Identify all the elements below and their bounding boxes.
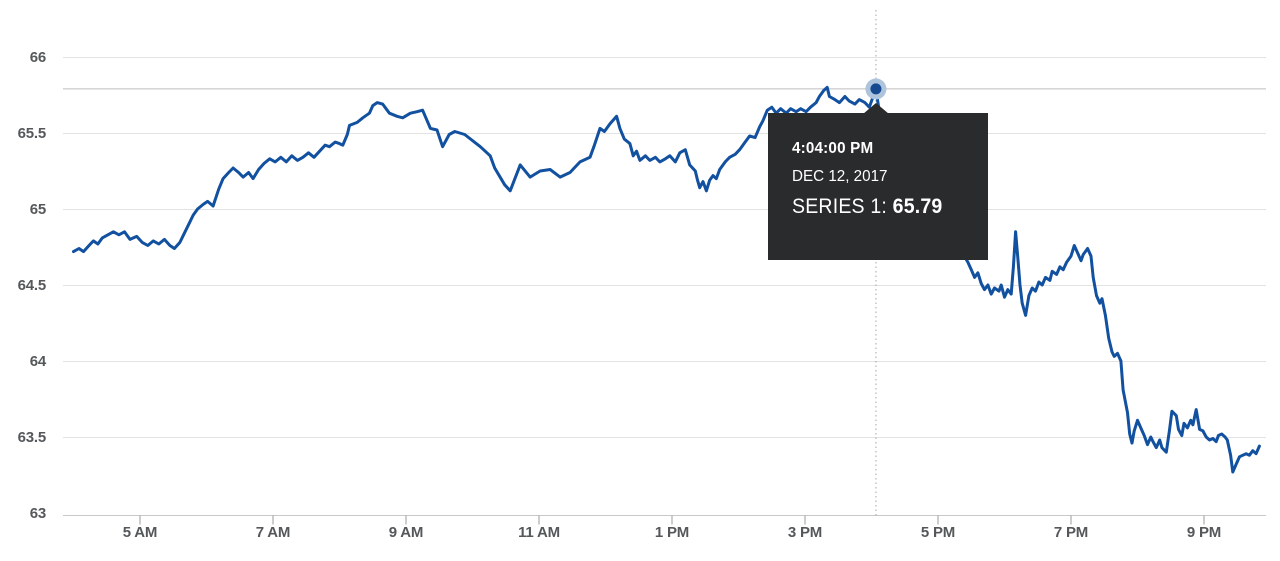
y-tick-label: 65 [30,201,46,218]
y-tick-label: 64 [30,353,47,370]
x-tick-label: 5 PM [921,524,955,541]
plot-hover-area[interactable] [63,10,1266,516]
y-tick-label: 64.5 [18,277,46,294]
y-tick-label: 63 [30,505,46,522]
tooltip-series-label: SERIES 1: [792,195,888,218]
tooltip-caret [863,103,889,114]
x-tick-label: 7 PM [1054,524,1088,541]
highlight-point[interactable] [870,83,882,95]
x-tick-label: 5 AM [123,524,157,541]
x-tick-label: 3 PM [788,524,822,541]
x-tick-label: 1 PM [655,524,689,541]
x-tick-label: 9 PM [1187,524,1221,541]
y-tick-label: 63.5 [18,429,46,446]
x-tick-label: 7 AM [256,524,290,541]
tooltip-series-value: 65.79 [892,195,943,218]
tooltip-time: 4:04:00 PM [792,140,874,157]
x-tick-label: 9 AM [389,524,423,541]
price-line [72,85,1261,474]
y-tick-label: 66 [30,49,46,66]
x-tick-label: 11 AM [518,524,560,541]
chart-tooltip: 4:04:00 PM DEC 12, 2017 SERIES 1: 65.79 [768,103,988,260]
y-tick-label: 65.5 [18,125,46,142]
tooltip-date: DEC 12, 2017 [792,168,888,185]
tooltip-series-row: SERIES 1: 65.79 [792,195,974,219]
